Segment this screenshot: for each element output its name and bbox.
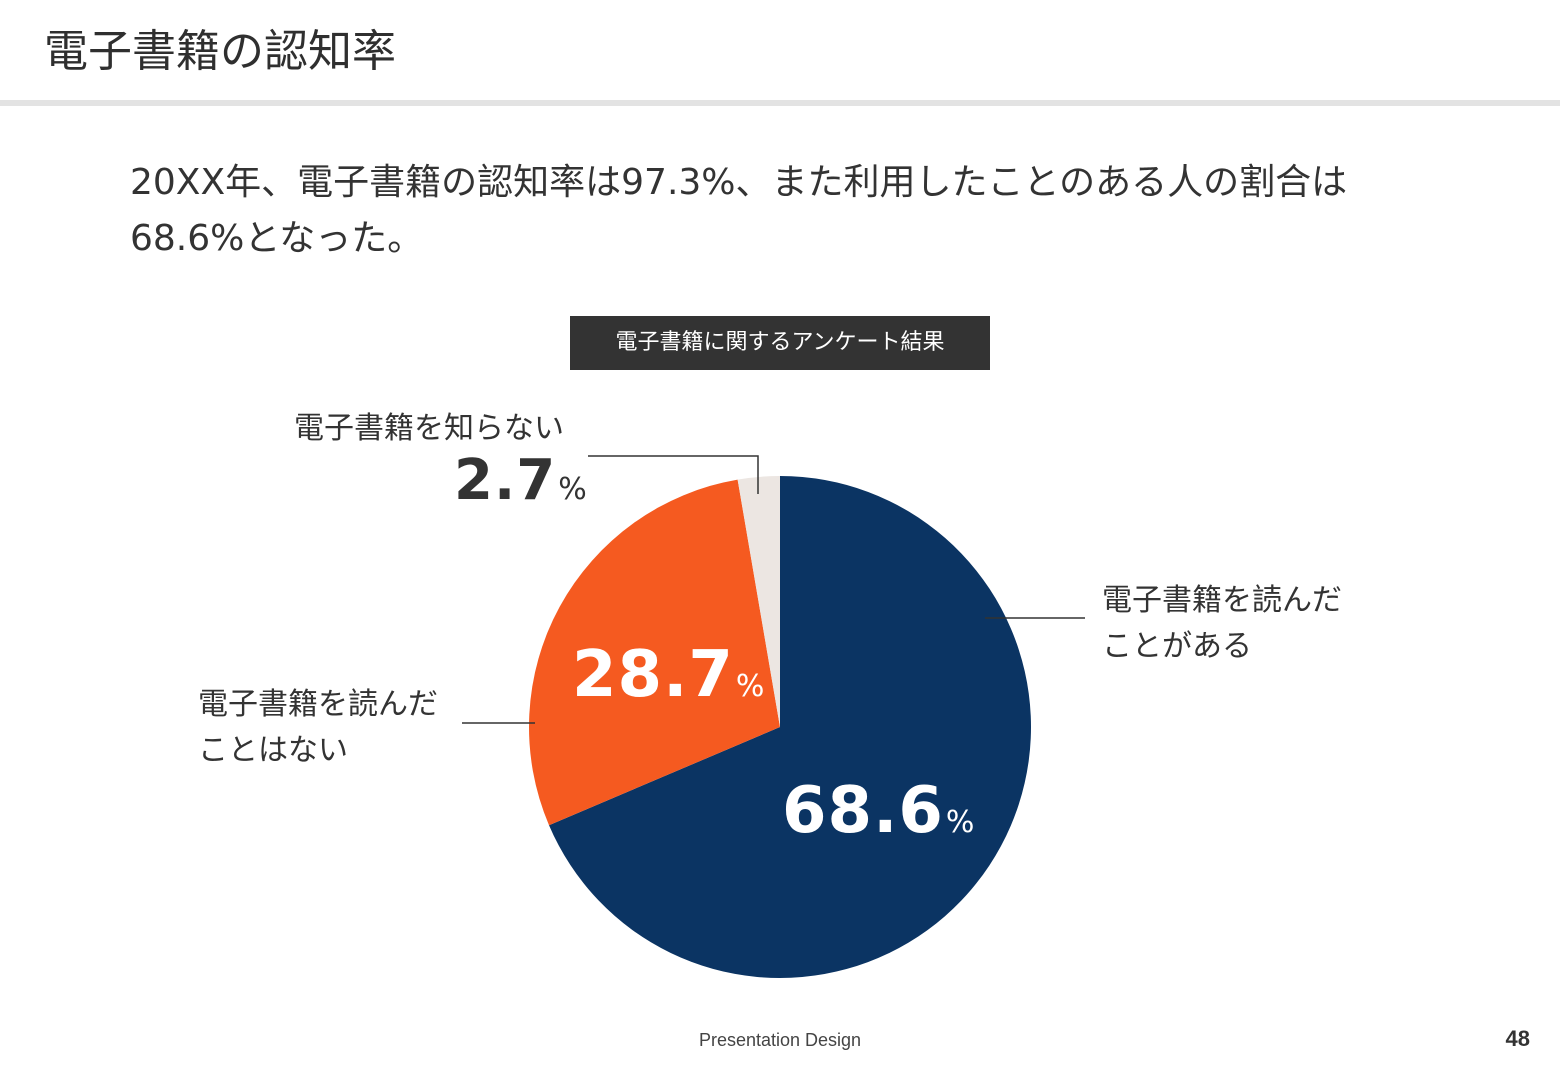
data-label-read: 68.6% xyxy=(782,774,975,848)
leader-line-unaware xyxy=(588,455,759,494)
data-label-unaware: 2.7% xyxy=(454,448,588,513)
chart-title: 電子書籍に関するアンケート結果 xyxy=(570,316,990,370)
data-label-unit: % xyxy=(945,805,976,840)
pie-slice-unaware xyxy=(737,476,780,727)
slide-title: 電子書籍の認知率 xyxy=(44,26,396,77)
title-divider xyxy=(0,100,1560,106)
data-label-unit: % xyxy=(735,669,766,704)
lead-text: 20XX年、電子書籍の認知率は97.3%、また利用したことのある人の割合は68.… xyxy=(130,162,1348,259)
slice-label-not-read: 電子書籍を読んだ ことはない xyxy=(198,682,438,774)
slice-label-line: 電子書籍を読んだ xyxy=(198,687,438,722)
slice-label-read: 電子書籍を読んだ ことがある xyxy=(1102,578,1342,670)
data-label-value: 28.7 xyxy=(572,638,734,712)
data-label-value: 2.7 xyxy=(454,448,557,513)
pie-slice-not-read xyxy=(528,479,780,826)
slice-label-line: 電子書籍を知らない xyxy=(294,411,564,446)
data-label-unit: % xyxy=(558,472,588,507)
footer-text: Presentation Design xyxy=(698,1030,862,1050)
data-label-value: 68.6 xyxy=(782,774,944,848)
page-number: 48 xyxy=(1505,1026,1530,1051)
slice-label-line: ことはない xyxy=(198,733,348,768)
slice-label-unaware: 電子書籍を知らない xyxy=(294,406,564,452)
slice-label-line: ことがある xyxy=(1102,629,1252,664)
data-label-not-read: 28.7% xyxy=(572,638,765,712)
slice-label-line: 電子書籍を読んだ xyxy=(1102,583,1342,618)
pie-slice-read xyxy=(549,476,1032,978)
